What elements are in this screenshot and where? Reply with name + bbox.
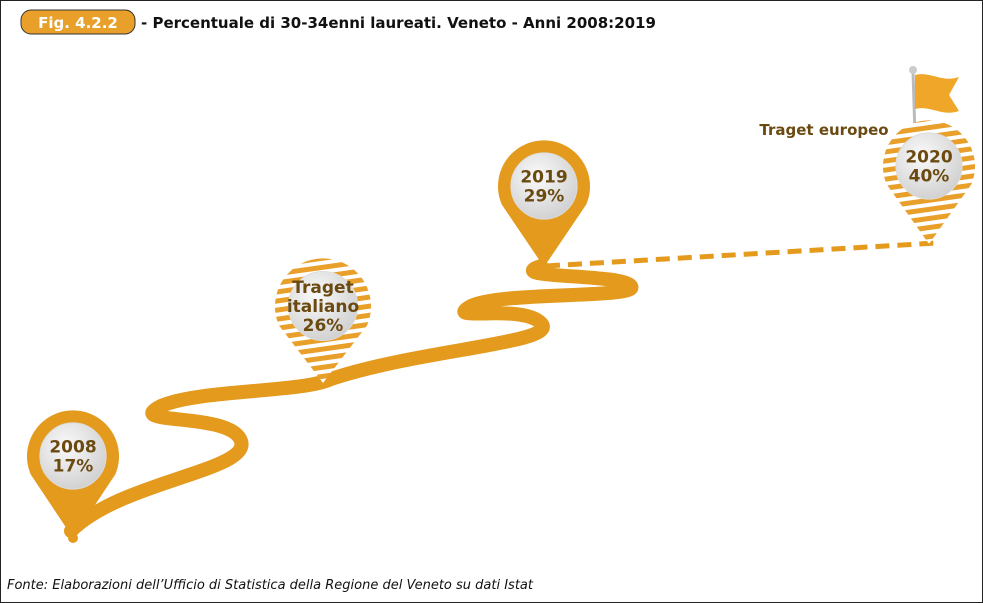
annotation: Traget europeo	[759, 121, 888, 139]
pin-label: 29%	[524, 187, 565, 207]
title: - Percentuale di 30-34enni laureati. Ven…	[141, 14, 656, 32]
pin-dot	[539, 262, 549, 272]
pin-label: 2008	[49, 438, 96, 458]
footer: Fonte: Elaborazioni dell’Ufficio di Stat…	[7, 578, 534, 593]
flag-knob	[909, 66, 917, 74]
pin-label: 2019	[520, 168, 567, 188]
pin-label: 26%	[303, 316, 344, 336]
pin-dot	[68, 533, 78, 543]
pin-label: 2020	[905, 148, 952, 168]
flag	[915, 74, 959, 113]
pin-label: 17%	[53, 457, 94, 477]
pin-label: italiano	[287, 297, 359, 317]
page: Fig. 4.2.2 - Percentuale di 30-34enni la…	[0, 0, 983, 603]
pin-label: 40%	[909, 167, 950, 187]
dashed-road	[546, 243, 936, 266]
infographic: Fig. 4.2.2 - Percentuale di 30-34enni la…	[1, 1, 982, 602]
fig-label: Fig. 4.2.2	[38, 14, 118, 32]
pin-label: Traget	[292, 278, 353, 298]
